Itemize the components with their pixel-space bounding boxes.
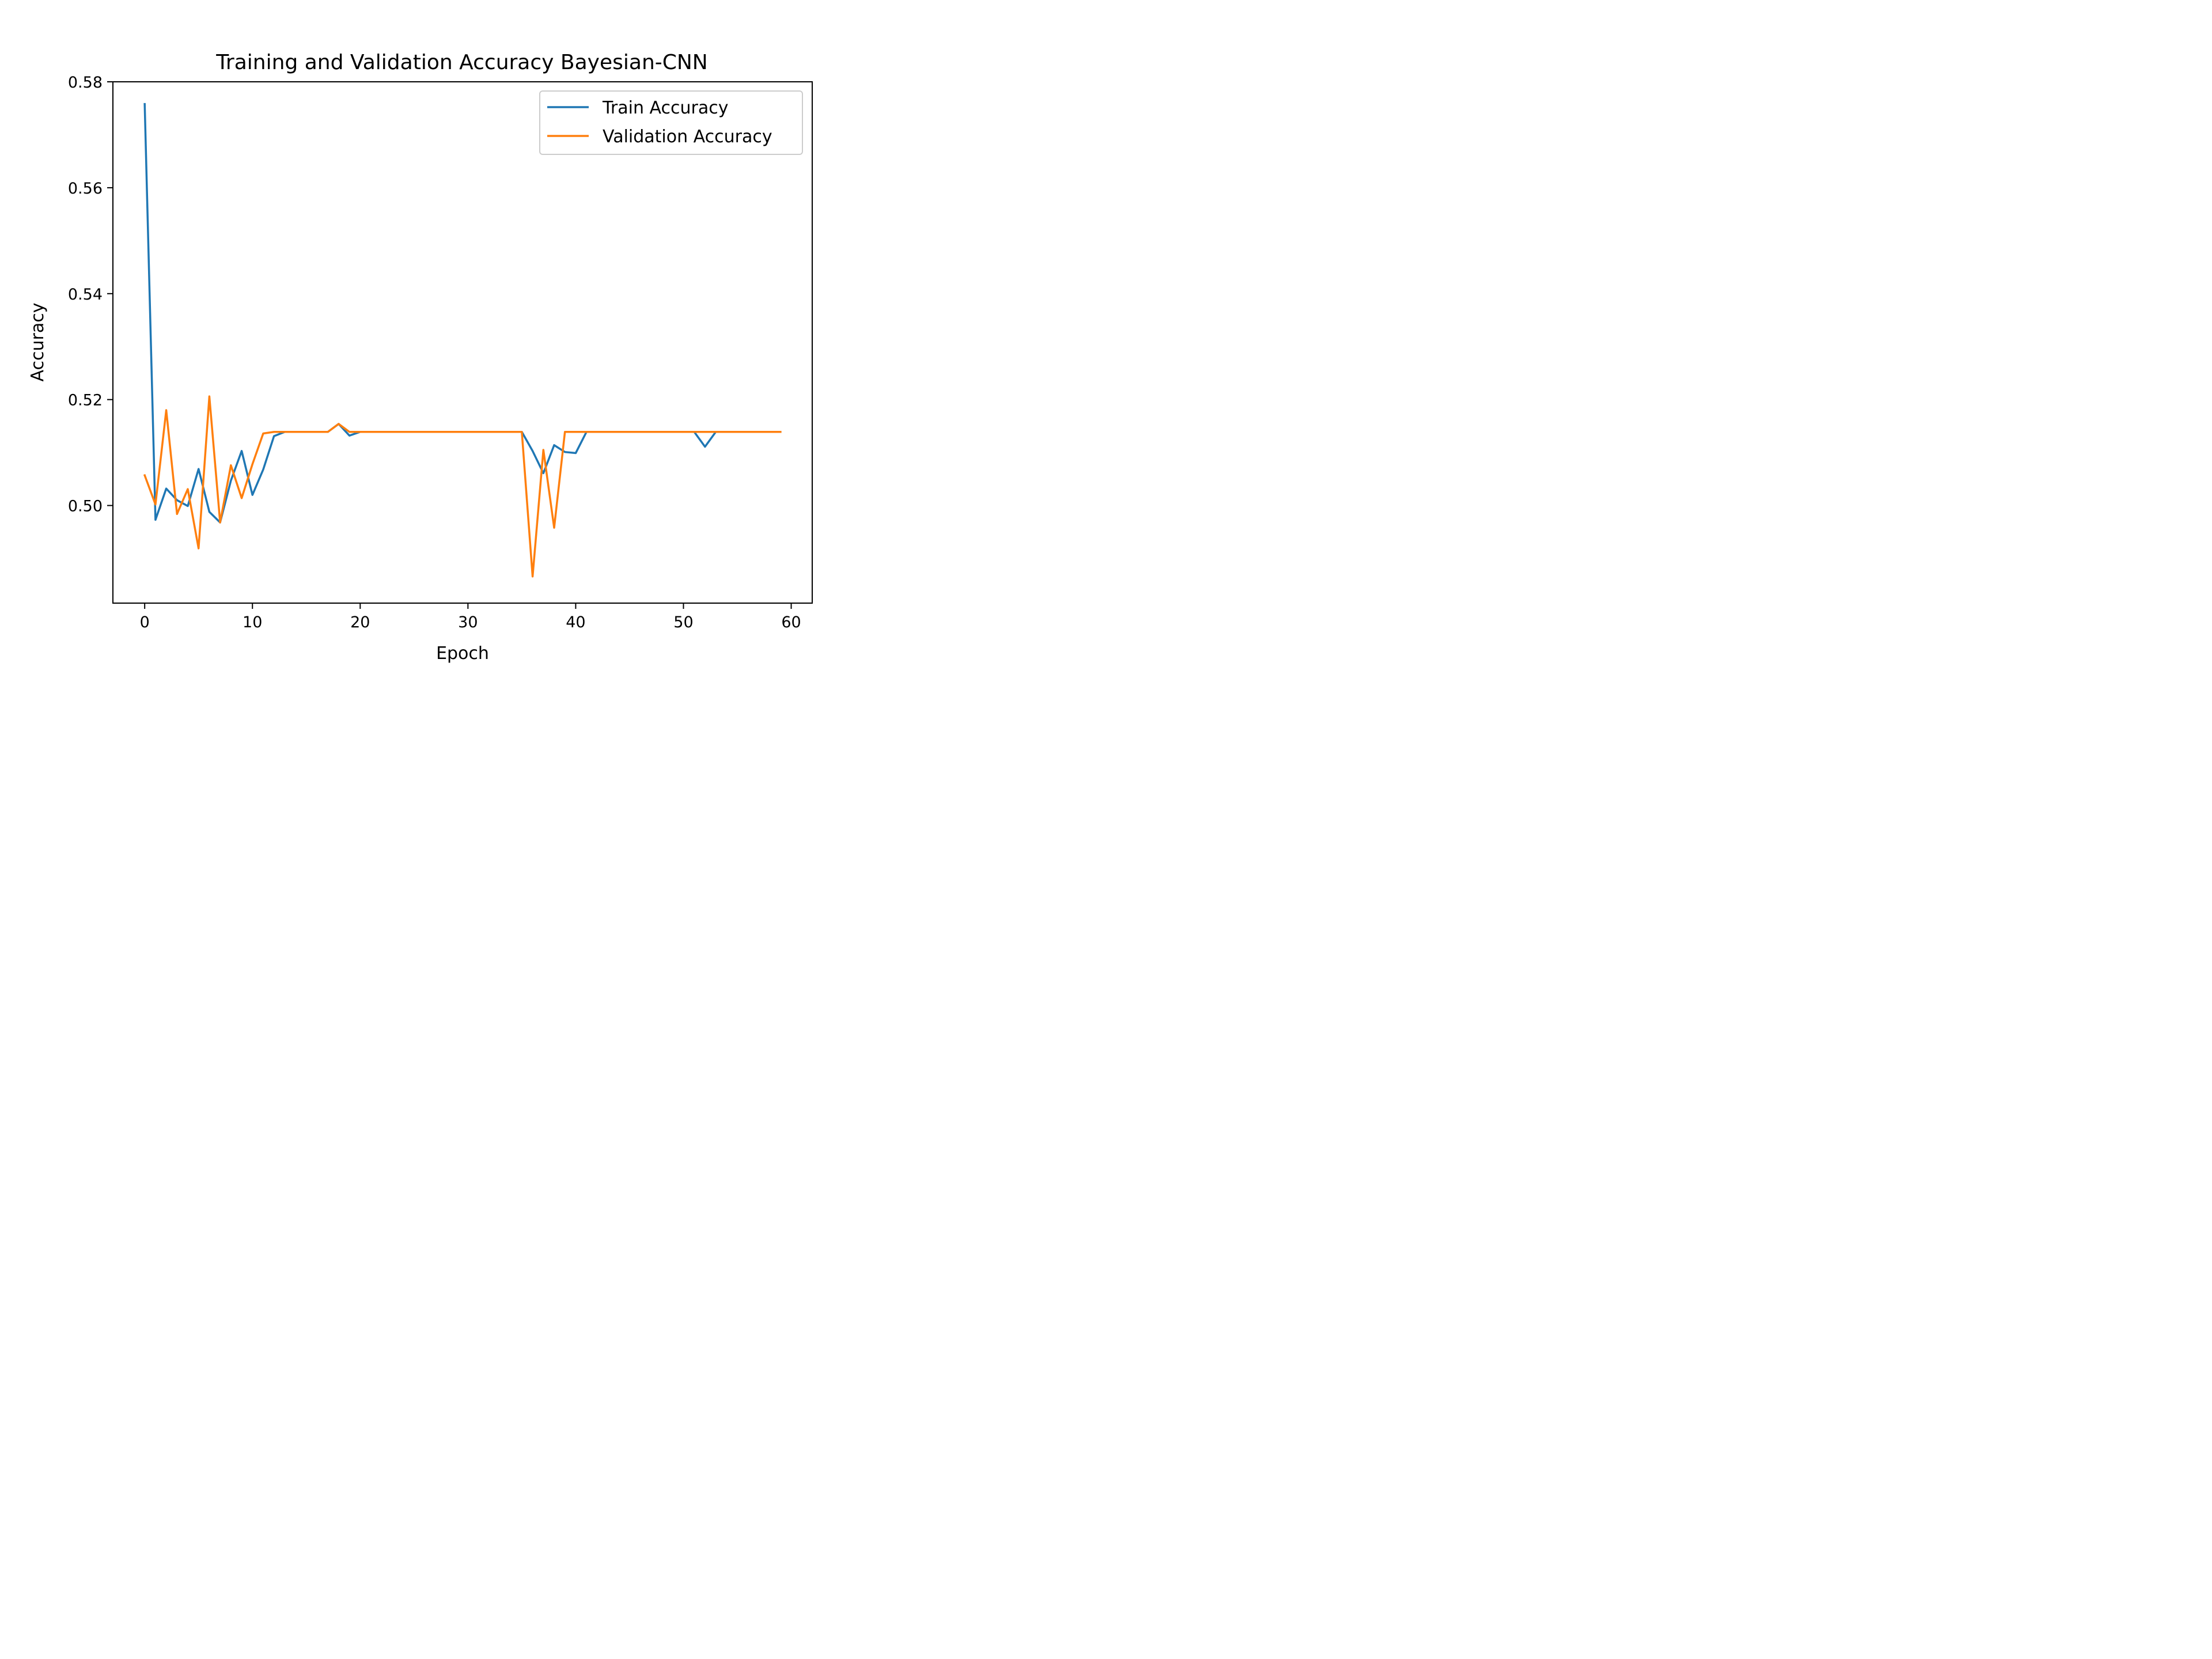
y-axis-label: Accuracy [28, 303, 48, 382]
chart: Training and Validation Accuracy Bayesia… [0, 0, 890, 667]
x-tick-label: 60 [781, 613, 801, 631]
chart-title: Training and Validation Accuracy Bayesia… [215, 51, 708, 74]
x-tick-label: 20 [350, 613, 370, 631]
x-axis-label: Epoch [436, 643, 489, 664]
series-line-validation-accuracy [143, 395, 782, 578]
x-tick-label: 50 [673, 613, 693, 631]
y-axis: 0.50 0.52 0.54 0.56 0.58 [68, 74, 113, 516]
legend-box [539, 90, 803, 155]
series-layer [143, 103, 782, 578]
x-axis: 0 10 20 30 40 50 60 [140, 603, 801, 631]
y-tick-label: 0.52 [68, 392, 103, 410]
y-tick-label: 0.54 [68, 286, 103, 304]
x-tick-label: 10 [243, 613, 262, 631]
legend-label-validation: Validation Accuracy [603, 127, 772, 147]
x-tick-label: 30 [458, 613, 478, 631]
x-tick-label: 0 [140, 613, 150, 631]
x-tick-label: 40 [566, 613, 585, 631]
y-tick-label: 0.56 [68, 180, 103, 198]
legend: Train Accuracy Validation Accuracy [539, 90, 803, 155]
y-tick-label: 0.50 [68, 498, 103, 516]
legend-label-train: Train Accuracy [602, 98, 728, 118]
plot-frame [112, 81, 813, 604]
y-tick-label: 0.58 [68, 74, 103, 92]
